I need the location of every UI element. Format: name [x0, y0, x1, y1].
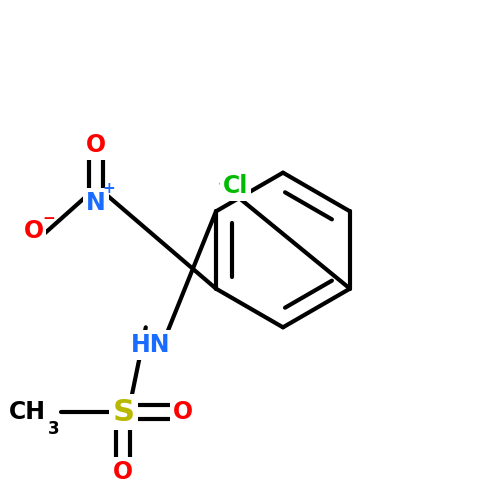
Text: O: O: [114, 460, 134, 484]
Text: Cl: Cl: [223, 174, 248, 198]
Text: CH: CH: [9, 400, 46, 424]
Text: HN: HN: [131, 333, 170, 357]
Text: O: O: [173, 400, 194, 424]
Text: O: O: [86, 133, 106, 157]
Text: 3: 3: [48, 420, 59, 438]
Text: O: O: [24, 219, 44, 243]
Text: −: −: [42, 211, 55, 226]
Text: N: N: [86, 190, 106, 214]
Text: +: +: [102, 181, 115, 196]
Text: S: S: [112, 398, 134, 426]
